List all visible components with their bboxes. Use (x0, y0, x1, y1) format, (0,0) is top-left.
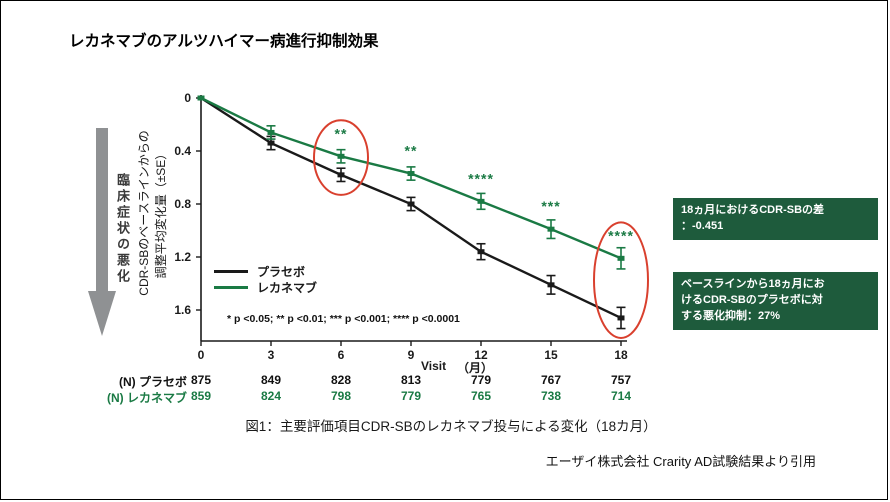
n-value-lecanemab: 714 (610, 389, 632, 403)
legend-item-lecanemab: レカネマブ (214, 279, 317, 295)
source-attribution: エーザイ株式会社 Crarity AD試験結果より引用 (545, 454, 816, 469)
y-axis-label-line1: CDR-SBのベースラインからの (137, 130, 151, 296)
svg-text:1.6: 1.6 (174, 303, 191, 317)
annotation-box-worsening-suppression: ベースラインから18ヵ月にお けるCDR-SBのプラセボに対 する悪化抑制：27… (673, 272, 878, 330)
n-value-lecanemab: 779 (400, 389, 422, 403)
n-value-placebo: 757 (610, 373, 632, 387)
lecanemab-line-swatch (214, 285, 248, 289)
n-value-lecanemab: 765 (470, 389, 492, 403)
n-value-lecanemab: 859 (190, 389, 212, 403)
n-value-placebo: 875 (190, 373, 212, 387)
x-axis-visit-label: Visit (421, 359, 447, 373)
figure-caption: 図1：主要評価項目CDR-SBのレカネマブ投与による変化（18カ月） (245, 419, 657, 434)
n-value-lecanemab: 824 (260, 389, 282, 403)
n-value-placebo: 813 (400, 373, 422, 387)
line-chart-svg: 00.40.81.21.60 3 6 9 12 15 18*************** (174, 91, 649, 362)
n-value-placebo: 779 (470, 373, 492, 387)
legend-item-placebo: プラセボ (214, 263, 317, 279)
svg-text:0: 0 (198, 348, 205, 362)
n-value-placebo: 849 (260, 373, 282, 387)
chart-legend: プラセボ レカネマブ (214, 263, 317, 295)
n-value-placebo: 767 (540, 373, 562, 387)
significance-footnote: * p <0.05; ** p <0.01; *** p <0.001; ***… (227, 313, 460, 325)
n-value-lecanemab: 738 (540, 389, 562, 403)
svg-text:0.4: 0.4 (174, 144, 191, 158)
clinical-worsening-label: 臨床症状の悪化 (115, 173, 130, 285)
annotation-box-cdr-sb-diff: 18ヵ月におけるCDR-SBの差 ：-0.451 (673, 198, 878, 240)
n-row-lecanemab-label: (N) レカネマブ (107, 391, 187, 405)
down-arrow-icon (88, 128, 116, 336)
svg-text:****: **** (468, 170, 494, 186)
legend-label-lecanemab: レカネマブ (257, 280, 318, 295)
n-value-placebo: 828 (330, 373, 352, 387)
y-axis-label-line2: 調整平均変化量（±SE） (153, 147, 168, 279)
y-axis-label: CDR-SBのベースラインからの 調整平均変化量（±SE） (136, 78, 170, 348)
x-axis-month-label: （月） (457, 361, 494, 375)
svg-text:15: 15 (544, 348, 558, 362)
n-row-placebo-label: (N) プラセボ (119, 375, 187, 389)
svg-text:18: 18 (614, 348, 628, 362)
svg-text:***: *** (541, 198, 560, 214)
svg-text:6: 6 (338, 348, 345, 362)
svg-text:**: ** (405, 143, 418, 159)
page-title: レカネマブのアルツハイマー病進行抑制効果 (69, 33, 379, 50)
svg-text:0.8: 0.8 (174, 197, 191, 211)
svg-text:****: **** (608, 227, 634, 243)
svg-text:0: 0 (184, 91, 191, 105)
svg-text:3: 3 (268, 348, 275, 362)
svg-text:1.2: 1.2 (174, 250, 191, 264)
n-value-lecanemab: 798 (330, 389, 352, 403)
placebo-line-swatch (214, 269, 248, 273)
svg-text:**: ** (335, 125, 348, 141)
svg-text:9: 9 (408, 348, 415, 362)
legend-label-placebo: プラセボ (257, 264, 306, 279)
